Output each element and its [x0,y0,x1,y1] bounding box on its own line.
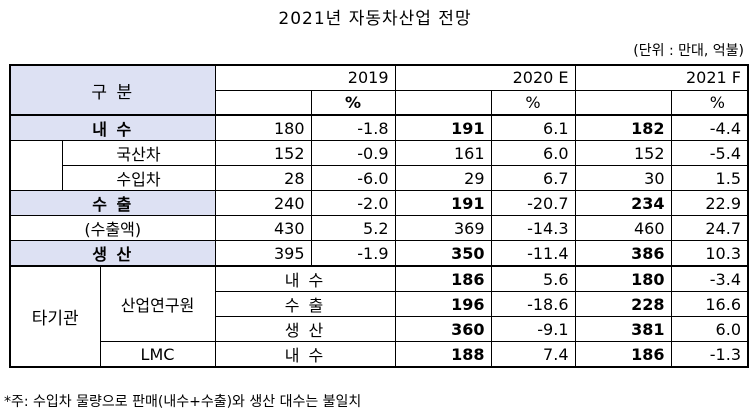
cell: 460 [574,215,672,241]
cell: 7.4 [490,341,576,368]
header-row-2: % % % [10,89,749,116]
cell: 191 [394,190,492,216]
indent-spacer [9,165,63,191]
row-label-production: 생 산 [9,240,216,267]
header-category: 구 분 [9,64,216,116]
table-row: 내 수 180 -1.8 191 6.1 182 -4.4 [9,114,749,141]
unit-label: (단위 : 만대, 억불) [633,43,744,59]
table-row: 국산차 152 -0.9 161 6.0 152 -5.4 [9,140,749,166]
cell: 24.7 [670,215,749,241]
cell: -9.1 [490,316,576,342]
cell: 180 [574,265,672,292]
cell: 29 [394,165,492,191]
cell: -2.0 [310,190,396,216]
row-label-imported: 수입차 [61,165,216,191]
cell: 22.9 [670,190,749,216]
cell: 5.2 [310,215,396,241]
cell: -1.8 [310,114,396,141]
cell: 10.3 [670,240,749,267]
table-row: 수입차 28 -6.0 29 6.7 30 1.5 [9,165,749,191]
cell: 234 [574,190,672,216]
table-row: 생 산 395 -1.9 350 -11.4 386 10.3 [9,240,749,267]
table-row: 타기관 산업연구원 내 수 186 5.6 180 -3.4 [9,265,749,368]
cell: -20.7 [490,190,576,216]
header-year-2021: 2021 F [574,64,749,91]
row-label-domestic: 내 수 [9,114,216,141]
row-sublabel: 수 출 [214,291,396,317]
cell: 30 [574,165,672,191]
cell: -6.0 [310,165,396,191]
cell: -14.3 [490,215,576,241]
header-pct-2021: % [670,89,749,116]
cell: 360 [394,316,492,342]
cell: 386 [574,240,672,267]
table-row: LMC 내 수 188 7.4 186 -1.3 [10,341,749,368]
table-row: 수 출 240 -2.0 191 -20.7 234 22.9 [9,190,749,216]
cell: -1.3 [670,341,749,368]
header-blank [574,89,672,116]
table-row: 수 출 196 -18.6 228 16.6 [10,291,749,317]
cell: 28 [214,165,312,191]
cell: 6.0 [670,316,749,342]
cell: 6.7 [490,165,576,191]
cell: -0.9 [310,140,396,166]
cell: 240 [214,190,312,216]
cell: 161 [394,140,492,166]
cell: 16.6 [670,291,749,317]
cell: -5.4 [670,140,749,166]
page-title: 2021년 자동차산업 전망 [278,9,472,29]
row-group-others: 타기관 [9,265,101,368]
footnote: *주: 수입차 물량으로 판매(내수+수출)와 생산 대수는 불일치 [4,394,362,410]
header-pct-2019: % [310,89,396,116]
header-row-1: 구 분 2019 2020 E 2021 F [9,64,749,116]
cell: 186 [574,341,672,368]
forecast-table: 구 분 2019 2020 E 2021 F % % % 내 수 180 -1.… [9,64,749,368]
row-label-kiet: 산업연구원 [99,265,216,342]
cell: 186 [394,265,492,292]
cell: -1.9 [310,240,396,267]
cell: -4.4 [670,114,749,141]
cell: 1.5 [670,165,749,191]
cell: 381 [574,316,672,342]
cell: 196 [394,291,492,317]
cell: 152 [214,140,312,166]
row-sublabel: 내 수 [214,265,396,292]
row-label-lmc: LMC [99,341,216,368]
cell: -11.4 [490,240,576,267]
header-blank [214,89,312,116]
cell: 369 [394,215,492,241]
cell: 430 [214,215,312,241]
row-label-domestic-made: 국산차 [61,140,216,166]
cell: 152 [574,140,672,166]
cell: 188 [394,341,492,368]
cell: 6.1 [490,114,576,141]
cell: 182 [574,114,672,141]
cell: 191 [394,114,492,141]
header-year-2019: 2019 [214,64,396,91]
cell: -3.4 [670,265,749,292]
table-row: 생 산 360 -9.1 381 6.0 [10,316,749,342]
cell: 6.0 [490,140,576,166]
row-sublabel: 생 산 [214,316,396,342]
cell: 350 [394,240,492,267]
indent-spacer [9,140,63,166]
header-year-2020: 2020 E [394,64,576,91]
row-label-export-value: (수출액) [9,215,216,241]
row-sublabel: 내 수 [214,341,396,368]
cell: 5.6 [490,265,576,292]
cell: 180 [214,114,312,141]
header-pct-2020: % [490,89,576,116]
table-row: (수출액) 430 5.2 369 -14.3 460 24.7 [9,215,749,241]
row-label-export: 수 출 [9,190,216,216]
cell: 395 [214,240,312,267]
cell: -18.6 [490,291,576,317]
header-blank [394,89,492,116]
cell: 228 [574,291,672,317]
